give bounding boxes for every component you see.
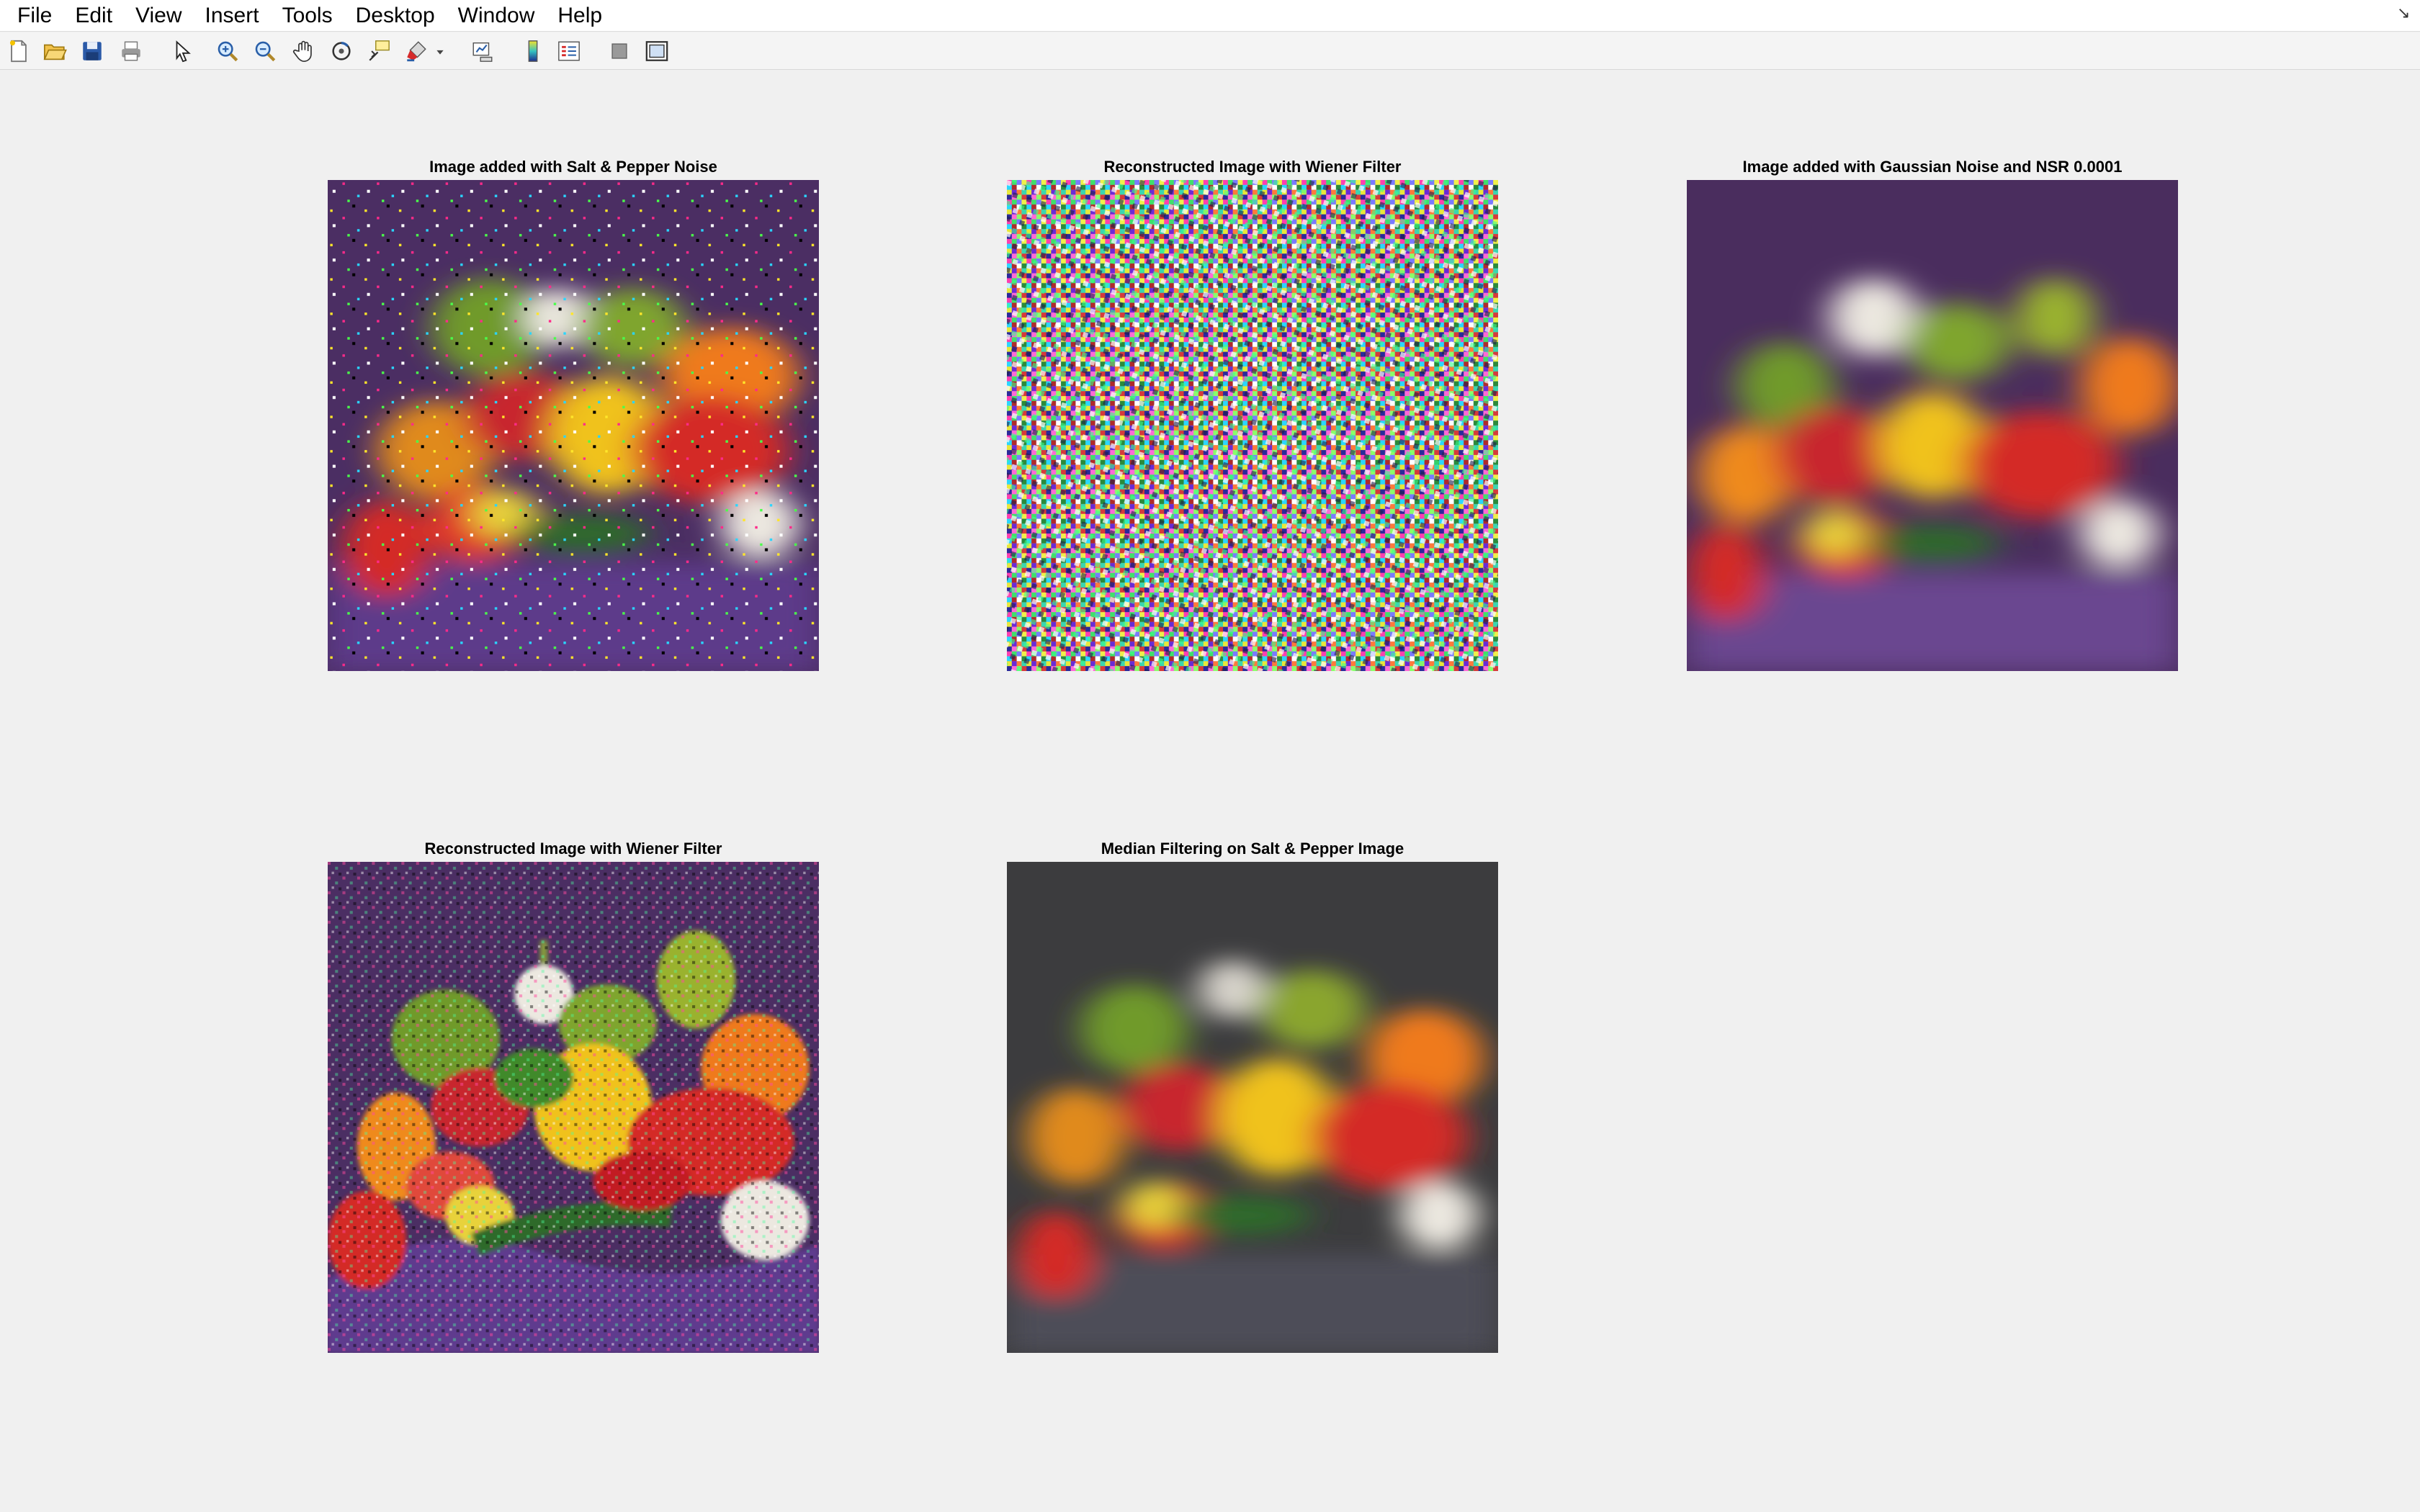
zoom-out-icon[interactable]: [252, 38, 278, 64]
print-icon[interactable]: [118, 38, 144, 64]
rotate-3d-icon[interactable]: [328, 38, 354, 64]
menu-desktop[interactable]: Desktop: [355, 3, 435, 27]
image-wiener-reconstructed: [328, 862, 819, 1353]
axes-title: Image added with Salt & Pepper Noise: [429, 158, 717, 176]
link-plot-icon[interactable]: [470, 38, 496, 64]
image-wiener-noise: [1007, 180, 1498, 671]
open-file-icon[interactable]: [42, 38, 68, 64]
axes-title: Median Filtering on Salt & Pepper Image: [1101, 840, 1404, 858]
image-gaussian: [1687, 180, 2178, 671]
brush-icon[interactable]: [403, 38, 429, 64]
menu-help[interactable]: Help: [557, 3, 603, 27]
figure-toolbar: [0, 32, 2420, 70]
axes-title: Image added with Gaussian Noise and NSR …: [1742, 158, 2123, 176]
pan-hand-icon[interactable]: [291, 38, 317, 64]
dock-arrow-icon[interactable]: ↘: [2397, 4, 2411, 22]
menu-window[interactable]: Window: [457, 3, 535, 27]
zoom-in-icon[interactable]: [215, 38, 241, 64]
show-plot-tools-icon[interactable]: [644, 38, 670, 64]
legend-icon[interactable]: [556, 38, 582, 64]
edit-plot-arrow-icon[interactable]: [170, 38, 196, 64]
menu-view[interactable]: View: [135, 3, 182, 27]
menu-bar: File Edit View Insert Tools Desktop Wind…: [0, 0, 2420, 32]
menu-insert[interactable]: Insert: [205, 3, 259, 27]
menu-edit[interactable]: Edit: [75, 3, 113, 27]
axes-title: Reconstructed Image with Wiener Filter: [1103, 158, 1402, 176]
menu-file[interactable]: File: [17, 3, 53, 27]
axes-title: Reconstructed Image with Wiener Filter: [424, 840, 722, 858]
colorbar-icon[interactable]: [520, 38, 546, 64]
brush-dropdown-icon[interactable]: [434, 38, 447, 64]
new-figure-icon[interactable]: [6, 38, 32, 64]
image-median-filter: [1007, 862, 1498, 1353]
figure-canvas: Image added with Salt & Pepper Noise: [0, 71, 2420, 1512]
menu-tools[interactable]: Tools: [282, 3, 333, 27]
save-icon[interactable]: [79, 38, 105, 64]
data-cursor-icon[interactable]: [366, 38, 392, 64]
hide-plot-tools-icon[interactable]: [606, 38, 632, 64]
image-salt-pepper: [328, 180, 819, 671]
